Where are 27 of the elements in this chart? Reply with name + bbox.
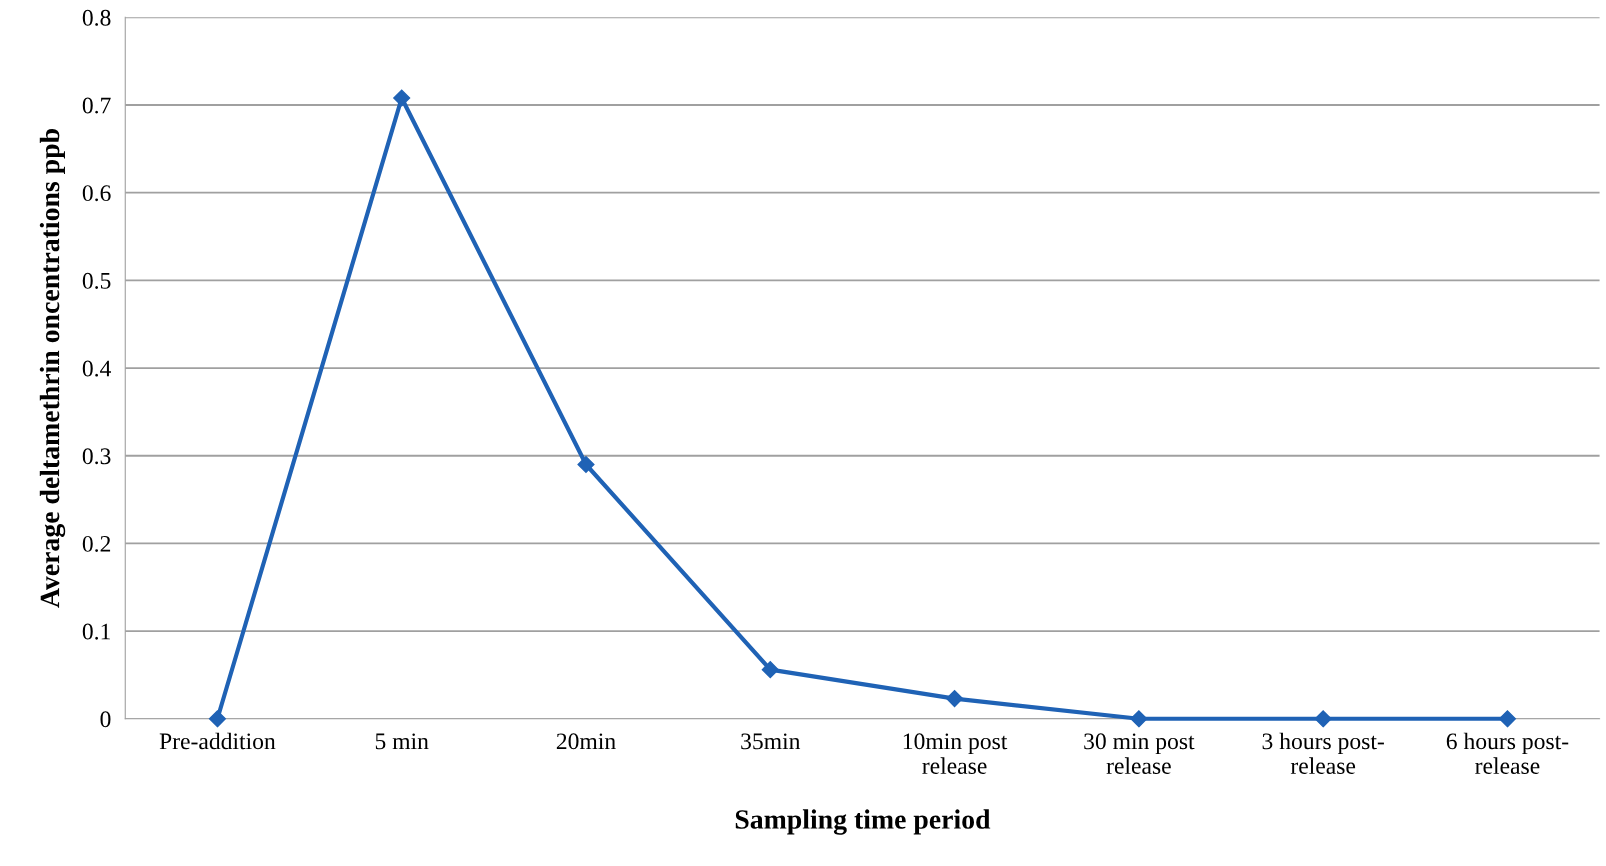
x-tick-label: 5 min xyxy=(375,733,429,750)
x-axis-title: Sampling time period xyxy=(735,809,991,835)
y-tick-label: 0.7 xyxy=(82,97,111,114)
y-tick-label: 0.6 xyxy=(82,185,111,202)
point xyxy=(761,661,779,679)
x-tick-label: 10min post release xyxy=(903,733,1008,774)
x-tick-label: 3 hours post- release xyxy=(1262,732,1384,774)
x-tick-label: 20min xyxy=(556,733,616,750)
x-tick-label: Pre-addition xyxy=(159,732,276,750)
point xyxy=(393,89,411,107)
y-tick-label: 0.4 xyxy=(82,360,112,377)
x-tick-label: 30 min post release xyxy=(1084,733,1195,774)
y-tick-label: 0.1 xyxy=(82,623,110,640)
point xyxy=(1498,710,1516,728)
x-tick-label: 35min xyxy=(741,733,801,750)
y-axis-title: Average deltamethrin oncentrations ppb xyxy=(39,129,66,608)
y-tick-label: 0.8 xyxy=(82,9,111,26)
point xyxy=(946,690,964,708)
point xyxy=(1130,710,1148,728)
y-tick-label: 0 xyxy=(100,711,111,728)
point xyxy=(577,455,595,474)
y-tick-label: 0.5 xyxy=(82,272,111,289)
y-tick-label: 0.2 xyxy=(82,535,111,552)
x-tick-label: 6 hours post- release xyxy=(1446,732,1569,774)
point xyxy=(1314,710,1332,728)
y-tick-label: 0.3 xyxy=(82,448,111,465)
point xyxy=(208,710,226,728)
